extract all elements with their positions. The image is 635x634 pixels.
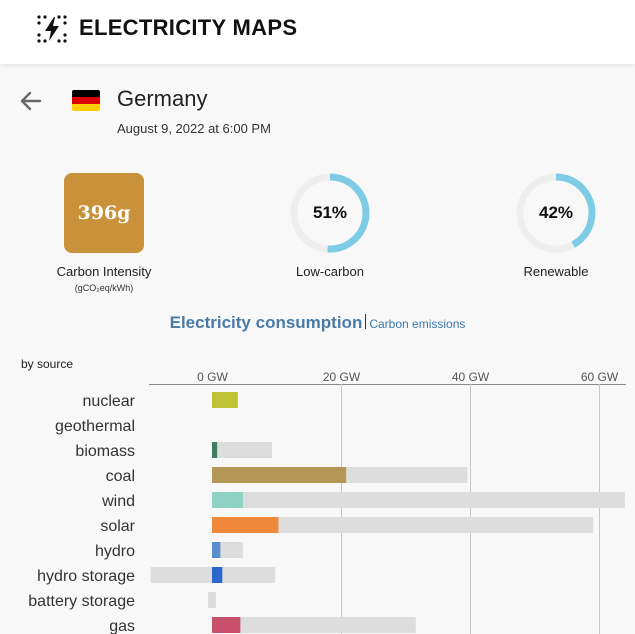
category-label: solar [100, 518, 135, 535]
category-label: geothermal [55, 418, 135, 435]
category-label: nuclear [83, 393, 136, 410]
category-label: coal [106, 468, 135, 485]
value-bar [212, 567, 223, 583]
chart-tabs: Electricity consumption Carbon emissions [0, 313, 635, 333]
carbon-intensity-badge: 396g [64, 173, 144, 253]
tab-separator [365, 314, 367, 329]
production-chart: 0 GW 20 GW 40 GW 60 GW nuclear geothermal biom… [28, 370, 626, 634]
capacity-bar [212, 492, 625, 508]
arrow-left-icon[interactable] [18, 88, 44, 114]
renewable-label: Renewable [523, 264, 589, 279]
category-label: battery storage [28, 593, 135, 610]
by-source-label: by source [21, 357, 74, 371]
renewable-arc [516, 173, 596, 253]
capacity-bar [208, 592, 216, 608]
tab-electricity-consumption[interactable]: Electricity consumption [169, 313, 363, 332]
value-bar [212, 617, 241, 633]
x-tick-label: 40 GW [452, 370, 490, 384]
low-carbon-value: 51% [312, 203, 348, 222]
low-carbon-arc [290, 173, 370, 253]
x-tick-label: 60 GW [581, 370, 619, 384]
carbon-intensity-label: Carbon Intensity [56, 264, 152, 279]
capacity-bar [212, 617, 416, 633]
category-label: gas [109, 618, 135, 634]
value-bar [212, 492, 243, 508]
category-label: biomass [75, 443, 135, 460]
country-flag [72, 90, 100, 111]
x-tick-label: 0 GW [197, 370, 228, 384]
tab-carbon-emissions[interactable]: Carbon emissions [369, 317, 466, 331]
value-bar [212, 467, 347, 483]
capacity-bar [212, 517, 594, 533]
category-label: hydro [95, 543, 135, 560]
top-bar: ELECTRICITY MAPS [0, 0, 635, 64]
low-carbon-label: Low-carbon [296, 264, 364, 279]
lightning-bolt-icon[interactable] [36, 13, 68, 45]
value-bar [212, 442, 218, 458]
x-tick-label: 20 GW [323, 370, 361, 384]
value-bar [212, 517, 279, 533]
value-bar [212, 542, 221, 558]
category-label: wind [101, 493, 135, 510]
low-carbon-ring [290, 173, 370, 253]
category-label: hydro storage [37, 568, 135, 585]
value-bar [212, 392, 238, 408]
country-name: Germany [117, 86, 208, 111]
carbon-intensity-unit: (gCO₂eq/kWh) [74, 283, 134, 293]
brand-title[interactable]: ELECTRICITY MAPS [79, 15, 298, 40]
capacity-bar [212, 442, 272, 458]
renewable-ring [516, 173, 596, 253]
datetime-label: August 9, 2022 at 6:00 PM [117, 121, 271, 136]
renewable-value: 42% [538, 203, 574, 222]
